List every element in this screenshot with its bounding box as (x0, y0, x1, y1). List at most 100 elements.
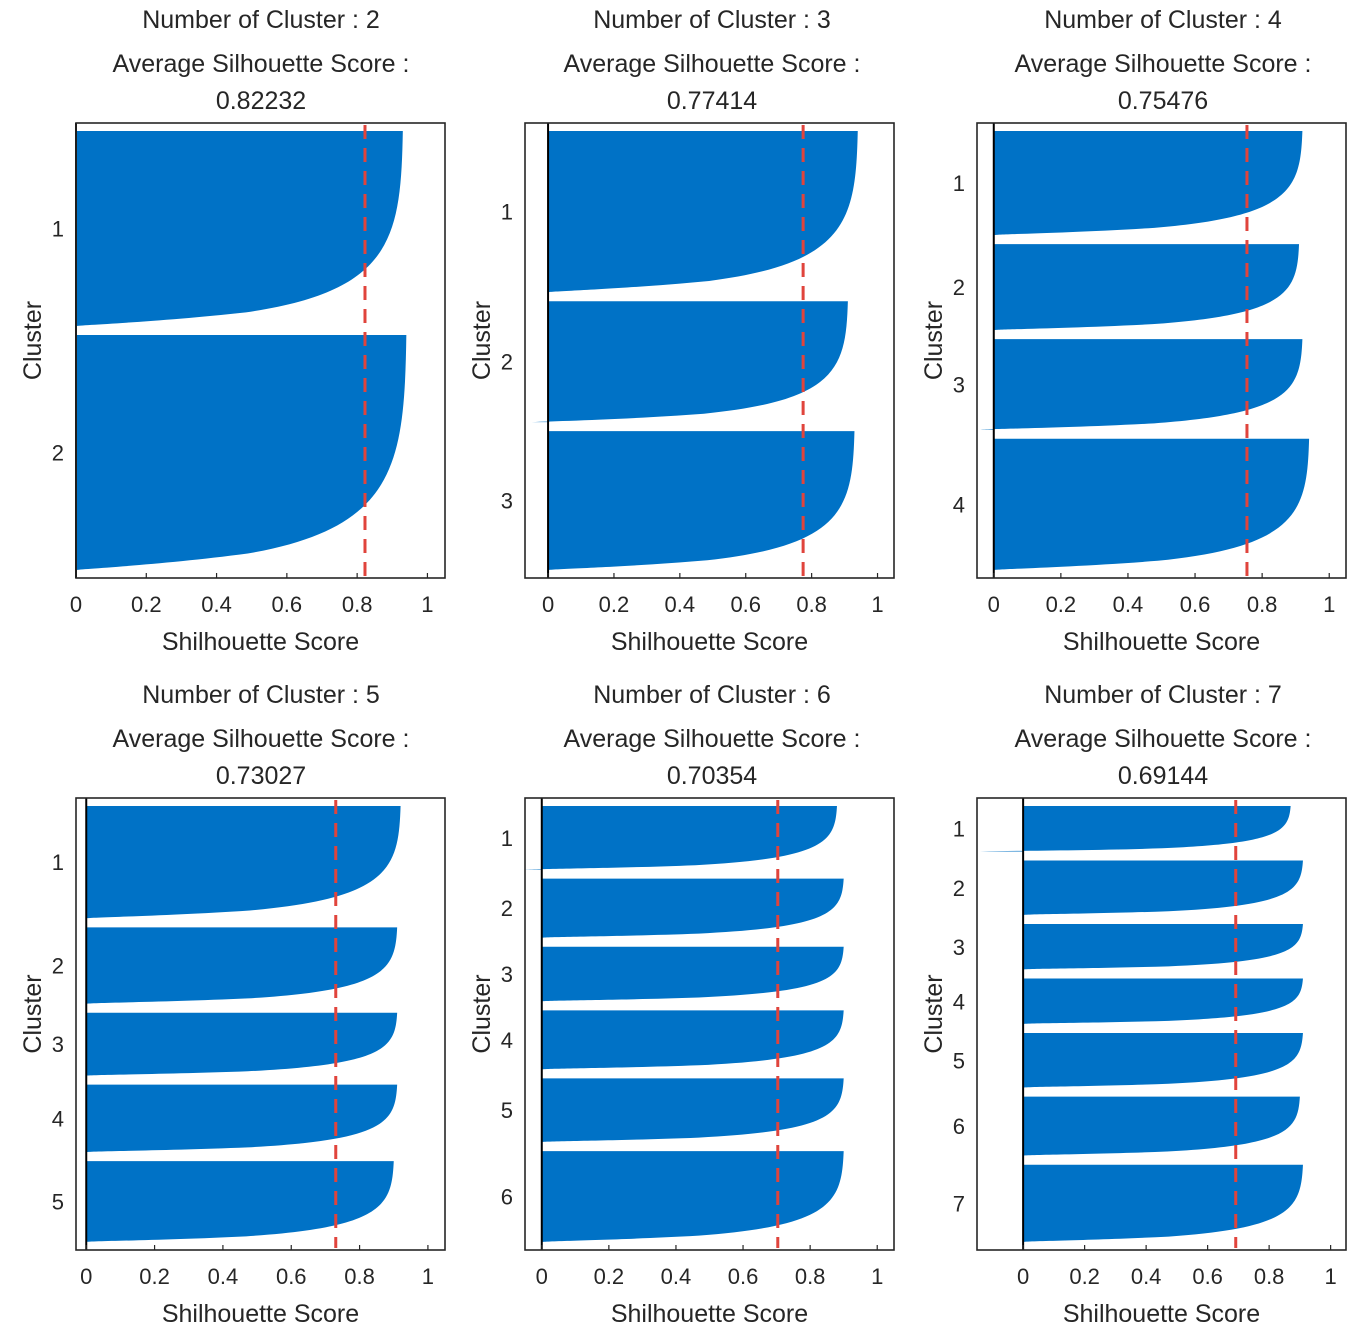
y-tick-label: 6 (501, 1185, 513, 1210)
y-tick-label: 6 (953, 1114, 965, 1139)
cluster-band-7 (1023, 1164, 1303, 1242)
x-tick-label: 0.6 (1192, 1264, 1223, 1289)
x-tick-label: 1 (421, 592, 433, 617)
panel-title-line-2: Average Silhouette Score : (113, 50, 410, 78)
panel-title-line-3: 0.75476 (1118, 87, 1208, 115)
panel-title-line-1: Number of Cluster : 5 (142, 681, 380, 709)
panel-title-line-1: Number of Cluster : 4 (1044, 6, 1282, 34)
x-tick-label: 0 (536, 1264, 548, 1289)
x-tick-label: 0 (988, 592, 1000, 617)
cluster-band-4 (541, 1010, 844, 1070)
x-tick-label: 0.8 (795, 1264, 826, 1289)
cluster-band-2 (86, 927, 398, 1004)
x-tick-label: 0.4 (665, 592, 696, 617)
y-tick-label: 2 (52, 441, 64, 466)
x-tick-label: 0.4 (208, 1264, 239, 1289)
x-tick-label: 0.6 (276, 1264, 307, 1289)
y-tick-label: 4 (501, 1028, 513, 1053)
panel-title-line-2: Average Silhouette Score : (1015, 725, 1312, 753)
silhouette-panel-2: Number of Cluster : 3 Average Silhouette … (468, 6, 895, 656)
cluster-band-4 (86, 1084, 398, 1153)
x-tick-label: 0.6 (1180, 592, 1211, 617)
y-tick-label: 7 (953, 1191, 965, 1216)
x-tick-label: 1 (1325, 1264, 1337, 1289)
x-tick-label: 0 (70, 592, 82, 617)
y-tick-label: 4 (953, 492, 965, 517)
panel-title-line-1: Number of Cluster : 2 (142, 6, 380, 34)
x-tick-label: 0.6 (728, 1264, 759, 1289)
y-tick-label: 1 (953, 817, 965, 842)
panel-title-line-2: Average Silhouette Score : (113, 725, 410, 753)
y-tick-label: 5 (953, 1048, 965, 1073)
axes-box (75, 122, 446, 579)
cluster-band-5 (86, 1161, 394, 1242)
panel-title-line-3: 0.82232 (216, 87, 306, 115)
x-axis-label: Shilhouette Score (162, 628, 359, 656)
x-tick-label: 0.2 (1069, 1264, 1100, 1289)
x-tick-label: 1 (871, 1264, 883, 1289)
x-tick-label: 0.2 (594, 1264, 625, 1289)
y-tick-label: 5 (52, 1190, 64, 1215)
x-tick-label: 0.6 (730, 592, 761, 617)
cluster-band-2 (1023, 860, 1303, 916)
x-tick-label: 0.4 (661, 1264, 692, 1289)
cluster-band-3 (86, 1012, 398, 1076)
axes-box (524, 797, 895, 1251)
x-tick-label: 1 (871, 592, 883, 617)
y-tick-label: 2 (953, 876, 965, 901)
panel-title-line-1: Number of Cluster : 7 (1044, 681, 1282, 709)
y-tick-label: 3 (953, 935, 965, 960)
axes-box (976, 122, 1347, 579)
cluster-band-6 (541, 1151, 844, 1242)
y-tick-label: 2 (501, 896, 513, 921)
cluster-band-2 (528, 301, 848, 423)
cluster-band-3 (1023, 924, 1303, 970)
y-axis-label: Cluster (19, 301, 47, 380)
x-axis-label: Shilhouette Score (611, 1300, 808, 1328)
y-axis-label: Cluster (920, 974, 948, 1053)
x-tick-label: 0.2 (139, 1264, 170, 1289)
cluster-band-1 (86, 806, 401, 919)
y-tick-label: 3 (501, 489, 513, 514)
x-tick-label: 0 (1017, 1264, 1029, 1289)
y-tick-label: 1 (953, 171, 965, 196)
cluster-band-4 (993, 438, 1310, 570)
x-axis-label: Shilhouette Score (162, 1300, 359, 1328)
y-tick-label: 1 (501, 826, 513, 851)
cluster-band-1 (993, 131, 1303, 236)
silhouette-panel-5: Number of Cluster : 6 Average Silhouette … (468, 681, 895, 1328)
x-tick-label: 0 (542, 592, 554, 617)
y-tick-label: 2 (501, 350, 513, 375)
panel-title-line-1: Number of Cluster : 3 (593, 6, 831, 34)
panel-title-line-1: Number of Cluster : 6 (593, 681, 831, 709)
y-tick-label: 4 (52, 1106, 64, 1131)
cluster-band-3 (541, 946, 844, 1002)
x-axis-label: Shilhouette Score (1063, 628, 1260, 656)
panel-title-line-3: 0.70354 (667, 762, 757, 790)
y-tick-label: 1 (52, 850, 64, 875)
x-tick-label: 0.8 (1254, 1264, 1285, 1289)
panel-title-line-2: Average Silhouette Score : (564, 50, 861, 78)
silhouette-bands (528, 131, 858, 570)
y-tick-label: 3 (52, 1032, 64, 1057)
cluster-band-2 (993, 244, 1300, 331)
x-tick-label: 0.4 (1113, 592, 1144, 617)
y-axis-label: Cluster (468, 301, 496, 380)
y-tick-label: 2 (953, 275, 965, 300)
panel-title-line-2: Average Silhouette Score : (564, 725, 861, 753)
silhouette-bands (980, 131, 1310, 570)
cluster-band-2 (541, 878, 844, 938)
silhouette-panel-3: Number of Cluster : 4 Average Silhouette … (920, 6, 1347, 656)
panel-title-line-3: 0.77414 (667, 87, 757, 115)
silhouette-bands (980, 806, 1303, 1242)
y-tick-label: 3 (501, 962, 513, 987)
x-tick-label: 0 (80, 1264, 92, 1289)
cluster-band-1 (548, 131, 858, 293)
silhouette-panel-6: Number of Cluster : 7 Average Silhouette … (920, 681, 1347, 1328)
y-tick-label: 3 (953, 372, 965, 397)
y-tick-label: 4 (953, 989, 965, 1014)
cluster-band-1 (76, 131, 403, 327)
x-tick-label: 0.2 (1046, 592, 1077, 617)
cluster-band-2 (76, 335, 407, 570)
